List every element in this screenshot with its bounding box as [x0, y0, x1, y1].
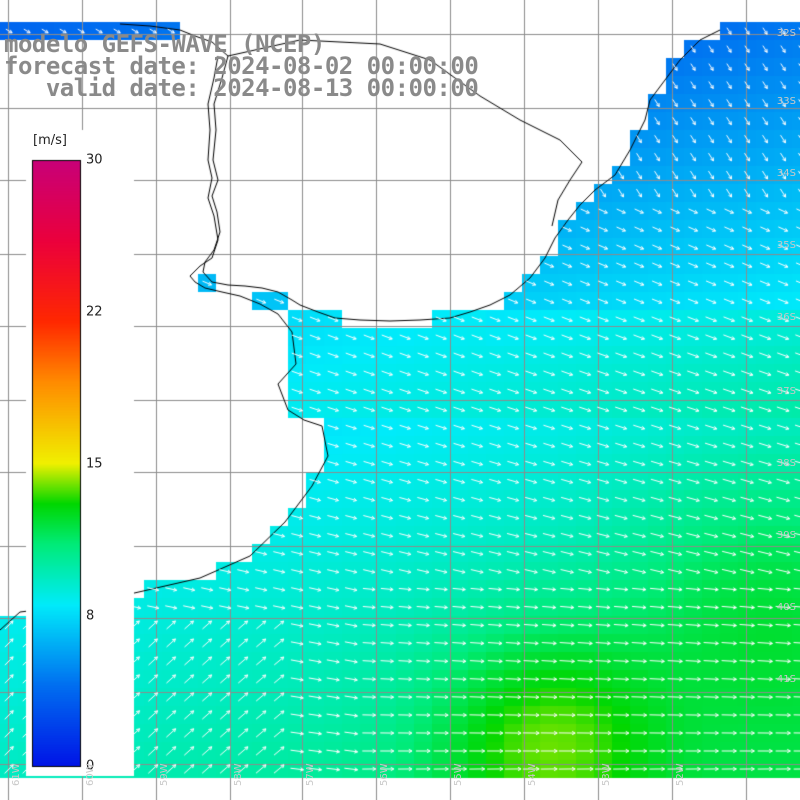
valid-date: valid date: 2024-08-13 00:00:00	[4, 74, 479, 102]
lat-label-34s: 34S	[776, 168, 796, 179]
colorbar-tick-15: 15	[86, 456, 103, 472]
lat-label-32s: 32S	[776, 28, 796, 39]
colorbar-unit: [m/s]	[33, 133, 67, 148]
lat-label-41s: 41S	[776, 674, 796, 685]
lon-label-59w: 59W	[159, 763, 170, 786]
colorbar-tick-8: 8	[86, 608, 95, 624]
colorbar-tick-22: 22	[86, 304, 103, 320]
lon-label-61w: 61W	[11, 763, 22, 786]
lat-label-38s: 38S	[776, 458, 796, 469]
model-title: modelo GEFS-WAVE (NCEP)	[4, 30, 325, 58]
lon-label-60w: 60W	[85, 763, 96, 786]
lat-label-33s: 33S	[776, 96, 796, 107]
lat-label-39s: 39S	[776, 530, 796, 541]
lon-label-57w: 57W	[305, 763, 316, 786]
lat-label-37s: 37S	[776, 386, 796, 397]
lon-label-56w: 56W	[379, 763, 390, 786]
lat-label-40s: 40S	[776, 602, 796, 613]
lon-label-55w: 55W	[453, 763, 464, 786]
colorbar-tick-max: 30	[86, 152, 103, 168]
forecast-date: forecast date: 2024-08-02 00:00:00	[4, 52, 479, 80]
lon-label-58w: 58W	[233, 763, 244, 786]
lat-label-35s: 35S	[776, 240, 796, 251]
lat-label-36s: 36S	[776, 312, 796, 323]
lon-label-54w: 54W	[527, 763, 538, 786]
lon-label-53w: 53W	[601, 763, 612, 786]
colorbar-tick-min: 0	[86, 758, 95, 774]
lon-label-52w: 52W	[675, 763, 686, 786]
